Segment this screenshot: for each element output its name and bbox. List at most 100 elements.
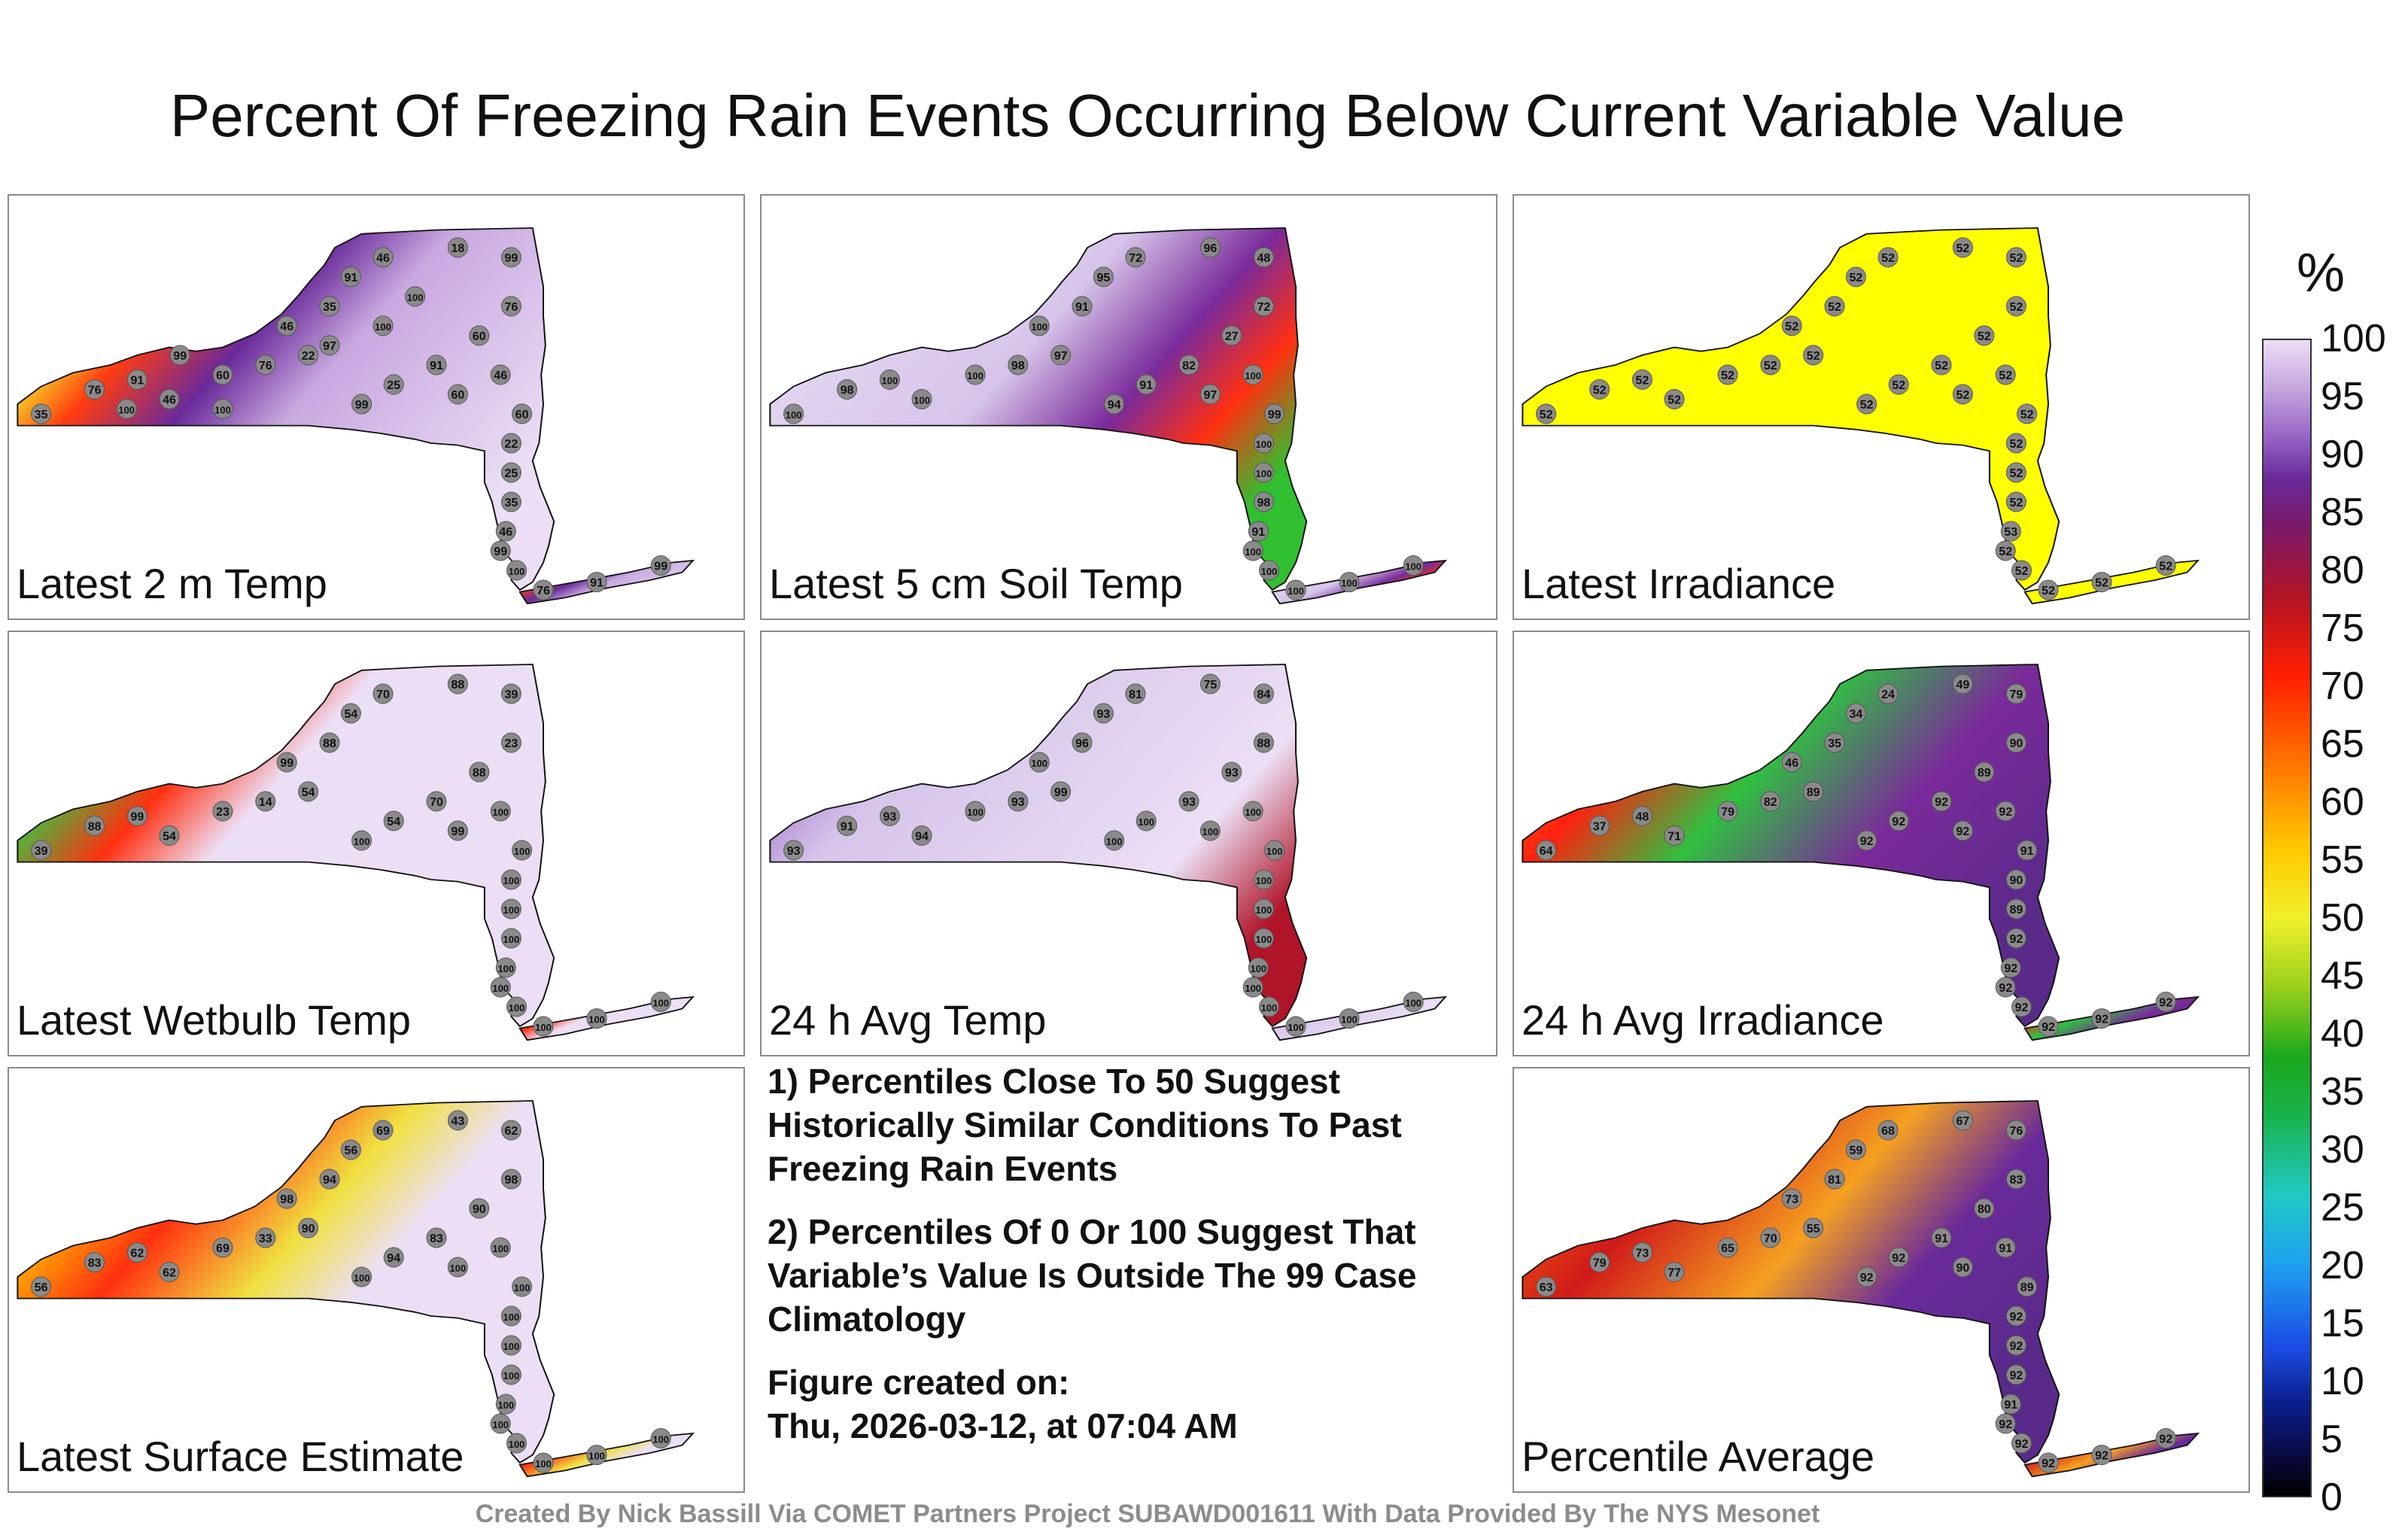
station-value: 52 bbox=[1785, 321, 1798, 333]
station-marker bbox=[500, 491, 521, 512]
state-map: 5683626269339098945669436298908394100100… bbox=[17, 1100, 695, 1478]
station-value: 49 bbox=[1956, 679, 1970, 692]
station-value: 53 bbox=[2004, 526, 2017, 539]
station-marker bbox=[1199, 237, 1221, 258]
station-value: 72 bbox=[1129, 252, 1142, 265]
map-panel: 52 52 52 52 52 52 52 52 52 52 52 52 52 52 52 52 52 52 52 52… bbox=[1513, 194, 2250, 620]
station-value: 14 bbox=[259, 796, 272, 809]
station-marker bbox=[1856, 830, 1877, 851]
station-value: 90 bbox=[473, 1203, 486, 1216]
station-marker bbox=[1931, 354, 1952, 375]
station-marker bbox=[879, 369, 900, 390]
station-value: 88 bbox=[88, 821, 102, 834]
station-value: 100 bbox=[1245, 546, 1261, 558]
station-marker bbox=[1952, 820, 1973, 841]
station-marker bbox=[490, 364, 511, 385]
station-value: 90 bbox=[1956, 1262, 1970, 1275]
station-marker bbox=[1781, 752, 1802, 773]
station-value: 46 bbox=[280, 321, 293, 333]
station-value: 89 bbox=[1978, 767, 1991, 780]
station-marker bbox=[1178, 791, 1199, 812]
station-marker bbox=[1242, 540, 1263, 561]
station-marker bbox=[783, 840, 804, 861]
station-marker bbox=[2038, 579, 2059, 600]
station-marker bbox=[495, 1394, 516, 1415]
station-marker bbox=[84, 379, 105, 400]
station-value: 98 bbox=[505, 1174, 518, 1187]
station-marker bbox=[1952, 673, 1973, 695]
station-marker bbox=[1781, 1188, 1802, 1209]
station-marker bbox=[1264, 403, 1285, 424]
station-marker bbox=[1403, 992, 1424, 1012]
station-value: 100 bbox=[1405, 561, 1421, 573]
station-value: 62 bbox=[131, 1248, 144, 1260]
station-marker bbox=[1029, 752, 1050, 773]
station-value: 90 bbox=[302, 1223, 315, 1236]
station-marker bbox=[500, 869, 521, 890]
station-value: 81 bbox=[1129, 688, 1142, 701]
station-marker bbox=[469, 325, 490, 346]
station-marker bbox=[351, 1266, 372, 1287]
station-value: 100 bbox=[786, 409, 802, 421]
station-marker bbox=[500, 1169, 521, 1190]
station-value: 92 bbox=[2159, 997, 2172, 1010]
panel-label: 24 h Avg Irradiance bbox=[1522, 996, 1884, 1044]
station-marker bbox=[2155, 1428, 2176, 1448]
station-value: 68 bbox=[1881, 1125, 1895, 1138]
station-marker bbox=[2017, 840, 2038, 861]
station-value: 25 bbox=[387, 379, 400, 392]
station-value: 100 bbox=[407, 292, 424, 303]
station-value: 52 bbox=[1540, 409, 1553, 421]
station-marker bbox=[911, 389, 932, 409]
station-value: 60 bbox=[473, 330, 486, 343]
station-value: 91 bbox=[131, 375, 144, 388]
station-marker bbox=[1136, 810, 1157, 831]
station-marker bbox=[500, 683, 521, 704]
station-value: 100 bbox=[375, 321, 391, 333]
station-value: 100 bbox=[1256, 934, 1272, 945]
station-value: 92 bbox=[2015, 1438, 2029, 1451]
station-marker bbox=[2038, 1452, 2059, 1473]
station-value: 99 bbox=[280, 757, 293, 770]
station-marker bbox=[340, 266, 361, 287]
station-marker bbox=[500, 1306, 521, 1327]
station-marker bbox=[126, 806, 147, 826]
station-value: 54 bbox=[387, 816, 400, 828]
station-marker bbox=[1253, 898, 1274, 919]
station-marker bbox=[212, 801, 233, 822]
station-marker bbox=[1589, 816, 1610, 836]
station-marker bbox=[1339, 1008, 1360, 1029]
station-marker bbox=[2005, 898, 2026, 919]
station-value: 88 bbox=[451, 679, 465, 692]
station-marker bbox=[1995, 1413, 2016, 1434]
station-value: 67 bbox=[1956, 1115, 1970, 1128]
station-marker bbox=[490, 1237, 511, 1258]
station-value: 94 bbox=[1108, 399, 1121, 412]
station-value: 92 bbox=[2015, 1002, 2029, 1014]
station-marker bbox=[2011, 996, 2032, 1017]
station-value: 52 bbox=[2010, 438, 2023, 451]
station-value: 99 bbox=[1268, 409, 1282, 421]
station-value: 99 bbox=[355, 399, 369, 412]
station-value: 100 bbox=[1138, 816, 1154, 828]
station-value: 54 bbox=[302, 786, 315, 799]
station-value: 69 bbox=[216, 1242, 230, 1255]
station-value: 91 bbox=[2004, 1399, 2017, 1412]
created-value: Thu, 2026-03-12, at 07:04 AM bbox=[768, 1406, 1238, 1445]
station-value: 52 bbox=[1850, 272, 1863, 284]
station-marker bbox=[276, 1188, 297, 1209]
station-marker bbox=[2005, 433, 2026, 454]
state-outline bbox=[17, 664, 555, 1028]
station-value: 100 bbox=[588, 1014, 605, 1026]
station-value: 82 bbox=[1182, 360, 1196, 372]
station-value: 100 bbox=[1261, 566, 1278, 577]
station-value: 92 bbox=[2042, 1021, 2055, 1034]
station-value: 97 bbox=[1054, 350, 1068, 363]
station-value: 100 bbox=[118, 405, 135, 416]
station-value: 52 bbox=[2159, 561, 2172, 573]
station-marker bbox=[31, 403, 52, 424]
station-marker bbox=[426, 791, 447, 812]
colorbar-tick: 20 bbox=[2321, 1244, 2364, 1287]
station-marker bbox=[1952, 1110, 1973, 1131]
station-value: 52 bbox=[1956, 389, 1970, 402]
